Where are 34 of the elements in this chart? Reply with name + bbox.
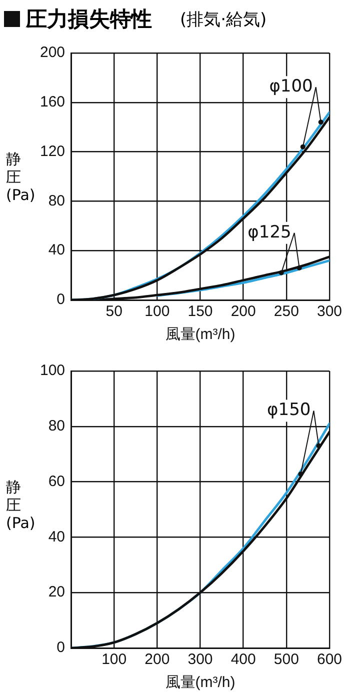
x-tick-label: 400 [230,651,256,668]
x-axis-title: 風量(m³/h) [165,674,236,692]
x-tick-label: 300 [188,651,213,668]
x-tick-label: 600 [316,651,342,668]
y-tick-label: 0 [56,291,66,308]
annotation: φ125 [248,222,292,242]
y-tick-label: 80 [48,418,66,435]
y-tick-label: 20 [48,584,66,601]
annotation: φ150 [267,400,311,420]
x-tick-label: 100 [144,303,170,320]
y-tick-label: 60 [48,472,66,490]
y-tick-label: 120 [40,142,66,160]
chart-subtitle: (排気·給気) [180,8,267,30]
x-tick-label: 200 [144,651,170,668]
line-series [156,259,330,297]
y-tick-label: 100 [40,362,66,380]
y-tick-label: 0 [56,639,66,656]
x-tick-label: 300 [316,303,342,320]
y-axis-title: 静圧(Pa) [6,478,36,532]
x-axis-title: 風量(m³/h) [165,326,236,344]
y-tick-label: 200 [40,44,66,62]
x-tick-label: 100 [102,651,127,668]
x-tick-label: 500 [274,651,299,668]
y-axis-title: 静圧(Pa) [6,150,36,204]
y-tick-label: 40 [48,528,66,546]
x-tick-label: 200 [230,303,256,320]
x-tick-label: 250 [274,303,299,320]
x-tick-label: 150 [188,303,213,320]
annotation: φ100 [269,76,313,97]
y-tick-label: 160 [40,94,66,111]
chart-title: 圧力損失特性 [26,6,152,33]
y-tick-label: 80 [48,192,66,210]
x-tick-label: 50 [106,303,122,320]
y-tick-label: 40 [48,242,66,259]
